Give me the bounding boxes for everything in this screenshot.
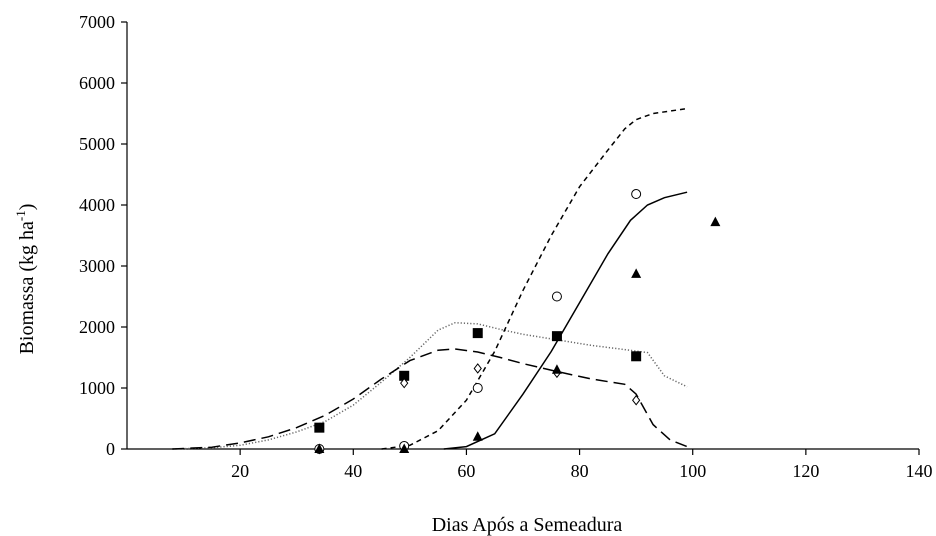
marker-triangle-filled <box>551 364 562 374</box>
curve-long-dash <box>172 348 688 450</box>
curve-short-dash <box>381 107 688 450</box>
x-tick-label: 100 <box>679 461 706 481</box>
x-tick-label: 80 <box>571 461 589 481</box>
y-tick-label: 0 <box>106 439 115 459</box>
axes: 0 1000 2000 3000 4000 5000 6000 7000 20 40 60 80 100… <box>79 12 933 481</box>
model-curves <box>172 107 688 450</box>
y-axis-label-tail: ) <box>16 204 38 211</box>
marker-square-filled <box>631 351 642 362</box>
marker-square-filled <box>472 328 483 339</box>
marker-square-filled <box>551 331 562 342</box>
x-tick-label: 140 <box>906 461 933 481</box>
marker-circle-open <box>472 383 483 393</box>
y-axis-label-main: Biomassa (kg ha <box>16 221 38 354</box>
x-tick-label: 20 <box>231 461 249 481</box>
marker-diamond-open <box>400 377 409 389</box>
x-tick-label: 120 <box>792 461 819 481</box>
y-axis-label: Biomassa (kg ha-1) <box>13 204 38 355</box>
axis-labels: Dias Após a Semeadura Biomassa (kg ha-1) <box>13 204 622 536</box>
marker-square-filled <box>314 422 325 433</box>
marker-circle-open <box>551 291 562 302</box>
marker-triangle-filled <box>472 431 483 441</box>
marker-triangle-filled <box>631 268 642 278</box>
x-axis-label: Dias Após a Semeadura <box>432 514 623 536</box>
marker-circle-open <box>631 189 642 200</box>
y-tick-label: 5000 <box>79 134 115 154</box>
y-tick-label: 7000 <box>79 12 115 32</box>
marker-diamond-open <box>632 394 641 406</box>
marker-diamond-open <box>473 363 482 374</box>
marker-square-filled <box>399 370 410 381</box>
y-tick-label: 2000 <box>79 317 115 337</box>
curve-solid <box>443 191 688 450</box>
curve-dotted <box>172 321 688 450</box>
marker-triangle-filled <box>710 216 721 227</box>
x-tick-label: 40 <box>344 461 362 481</box>
marker-triangle-filled <box>399 443 410 453</box>
y-tick-label: 6000 <box>79 73 115 93</box>
marker-triangle-filled <box>314 443 325 453</box>
y-axis-label-superscript: -1 <box>13 210 28 221</box>
x-tick-label: 60 <box>457 461 475 481</box>
y-tick-label: 3000 <box>79 256 115 276</box>
y-tick-label: 4000 <box>79 195 115 215</box>
observed-points <box>314 189 721 455</box>
y-tick-label: 1000 <box>79 378 115 398</box>
